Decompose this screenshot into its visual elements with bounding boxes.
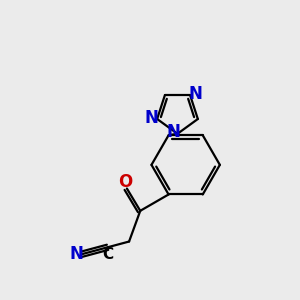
Text: N: N [166, 123, 180, 141]
Text: C: C [102, 247, 113, 262]
Text: O: O [118, 173, 133, 191]
Text: N: N [188, 85, 203, 103]
Text: N: N [69, 245, 83, 263]
Text: N: N [145, 109, 159, 127]
